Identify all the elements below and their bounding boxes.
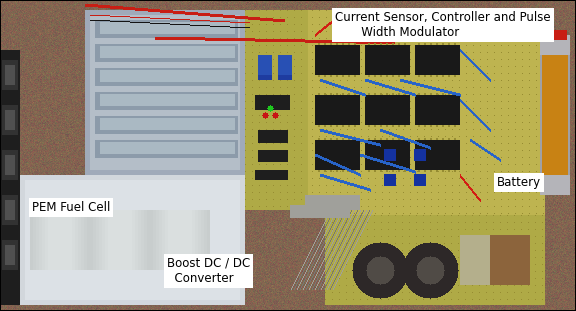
Text: PEM Fuel Cell: PEM Fuel Cell	[32, 201, 110, 214]
Text: Battery: Battery	[497, 176, 541, 189]
Text: Boost DC / DC
  Converter: Boost DC / DC Converter	[167, 257, 251, 285]
Text: Current Sensor, Controller and Pulse
       Width Modulator: Current Sensor, Controller and Pulse Wid…	[335, 11, 551, 39]
